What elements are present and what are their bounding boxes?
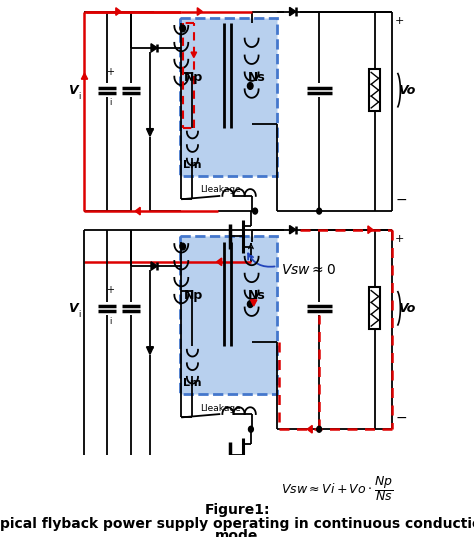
- Bar: [369, 287, 381, 330]
- Circle shape: [247, 301, 253, 308]
- Circle shape: [317, 208, 321, 214]
- Polygon shape: [251, 300, 257, 306]
- Text: Typical flyback power supply operating in continuous conduction: Typical flyback power supply operating i…: [0, 517, 474, 531]
- Text: $Vsw \approx 0$: $Vsw \approx 0$: [281, 263, 336, 277]
- Text: i: i: [109, 98, 111, 107]
- Polygon shape: [217, 258, 222, 266]
- Text: Lm: Lm: [183, 159, 201, 170]
- Polygon shape: [146, 129, 154, 136]
- Text: i: i: [109, 316, 111, 325]
- Polygon shape: [368, 226, 373, 234]
- Text: Lleakage: Lleakage: [200, 404, 241, 412]
- Text: Figure1:: Figure1:: [204, 503, 270, 517]
- Polygon shape: [151, 262, 157, 270]
- Text: i: i: [79, 310, 81, 319]
- Text: Ns: Ns: [247, 71, 265, 84]
- Polygon shape: [135, 207, 140, 215]
- Polygon shape: [82, 73, 88, 79]
- Text: V: V: [68, 84, 78, 97]
- Bar: [369, 69, 381, 111]
- Circle shape: [180, 243, 185, 250]
- FancyBboxPatch shape: [180, 18, 277, 176]
- Polygon shape: [191, 52, 197, 57]
- Text: Vo: Vo: [398, 84, 415, 97]
- Polygon shape: [197, 8, 202, 16]
- Polygon shape: [290, 226, 296, 234]
- Circle shape: [247, 83, 253, 89]
- Text: $Vsw \approx Vi + Vo \cdot \dfrac{Np}{Ns}$: $Vsw \approx Vi + Vo \cdot \dfrac{Np}{Ns…: [281, 474, 393, 503]
- Text: Np: Np: [184, 289, 203, 302]
- Text: mode: mode: [215, 529, 259, 537]
- Text: −: −: [395, 193, 407, 207]
- Circle shape: [248, 426, 254, 432]
- Polygon shape: [151, 43, 157, 52]
- Polygon shape: [307, 425, 312, 433]
- Text: +: +: [395, 16, 404, 26]
- Text: −: −: [395, 411, 407, 425]
- Text: Lm: Lm: [183, 378, 201, 388]
- Text: Np: Np: [184, 71, 203, 84]
- Text: +: +: [395, 234, 404, 244]
- FancyBboxPatch shape: [180, 236, 277, 394]
- Text: Lleakage: Lleakage: [200, 185, 241, 194]
- Circle shape: [180, 25, 185, 32]
- Text: i: i: [79, 92, 81, 100]
- Polygon shape: [146, 347, 154, 354]
- Text: Ns: Ns: [247, 289, 265, 302]
- Polygon shape: [116, 8, 121, 16]
- Text: +: +: [106, 67, 114, 77]
- Text: V: V: [68, 302, 78, 315]
- Circle shape: [317, 426, 321, 432]
- Polygon shape: [290, 8, 296, 16]
- Text: Vo: Vo: [398, 302, 415, 315]
- Text: +: +: [106, 285, 114, 295]
- Circle shape: [253, 208, 257, 214]
